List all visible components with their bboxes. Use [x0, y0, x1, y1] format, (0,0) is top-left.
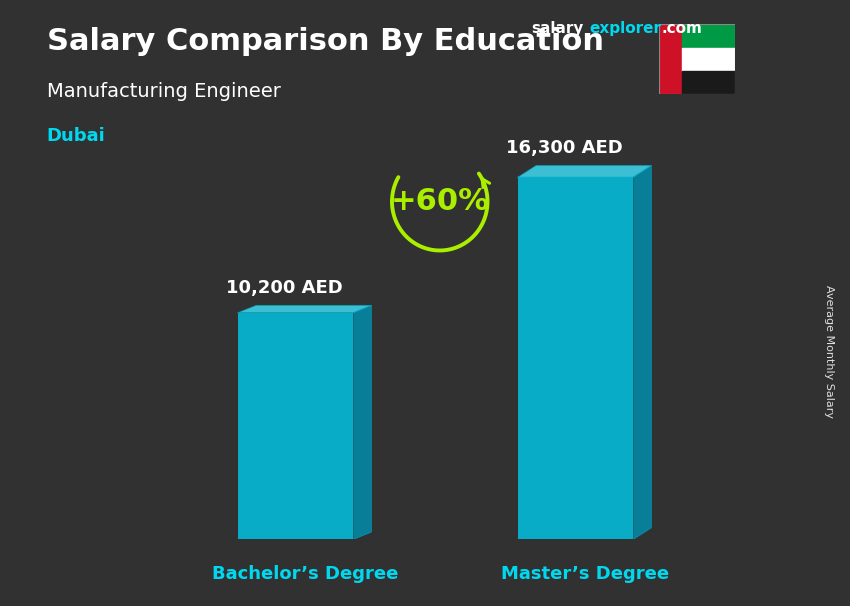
Polygon shape: [518, 165, 651, 177]
Text: explorer: explorer: [589, 21, 661, 36]
Text: Master’s Degree: Master’s Degree: [501, 565, 669, 583]
Bar: [682, 48, 735, 70]
Polygon shape: [354, 305, 371, 539]
Polygon shape: [633, 165, 651, 539]
Text: .com: .com: [661, 21, 702, 36]
Polygon shape: [238, 313, 354, 539]
Text: Manufacturing Engineer: Manufacturing Engineer: [47, 82, 280, 101]
Text: +60%: +60%: [390, 187, 489, 216]
Bar: [682, 70, 735, 94]
Text: 16,300 AED: 16,300 AED: [506, 139, 622, 157]
Polygon shape: [238, 305, 371, 313]
Bar: [682, 24, 735, 48]
Text: Salary Comparison By Education: Salary Comparison By Education: [47, 27, 603, 56]
Bar: [659, 24, 682, 94]
Text: Average Monthly Salary: Average Monthly Salary: [824, 285, 834, 418]
Text: salary: salary: [531, 21, 584, 36]
Polygon shape: [518, 177, 633, 539]
Text: Bachelor’s Degree: Bachelor’s Degree: [212, 565, 398, 583]
Text: Dubai: Dubai: [47, 127, 105, 145]
Text: 10,200 AED: 10,200 AED: [225, 279, 343, 297]
